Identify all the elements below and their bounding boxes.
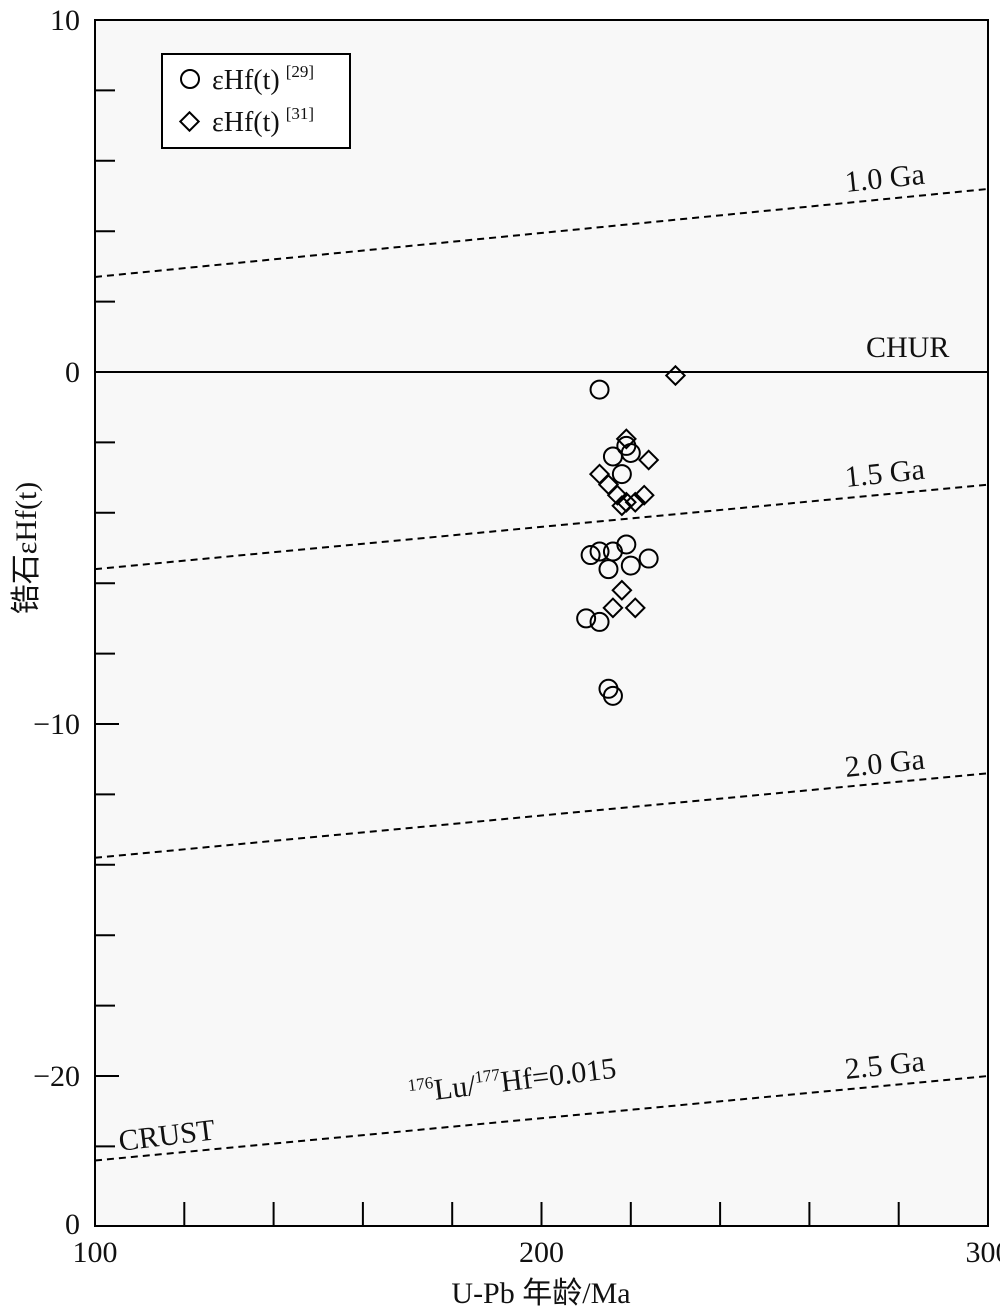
x-tick-label: 200 <box>519 1236 564 1269</box>
data-point-diamond <box>638 449 660 471</box>
reference-line-1-0-ga <box>94 187 989 278</box>
y-tick-label: −10 <box>33 708 80 741</box>
data-point-circle <box>589 611 610 632</box>
data-point-circle <box>589 379 610 400</box>
data-point-circle <box>598 559 619 580</box>
legend-label-29: εHf(t) [29] <box>212 62 314 96</box>
axis-ticks <box>95 89 900 1226</box>
data-point-circle <box>638 548 659 569</box>
x-axis-title: U-Pb 年龄/Ma <box>451 1277 630 1310</box>
data-point-diamond <box>615 428 637 450</box>
data-point-circle <box>589 541 610 562</box>
data-markers <box>576 364 687 706</box>
tick-labels: 100200300100−10−200 <box>33 4 1000 1269</box>
y-axis-title: 锆石εHf(t) <box>10 482 43 615</box>
legend-label-29-main: εHf(t) <box>212 65 280 96</box>
y-tick-label: 10 <box>50 4 80 37</box>
data-point-circle <box>580 545 601 566</box>
plot-area <box>94 19 989 1227</box>
data-point-diamond <box>602 597 624 619</box>
label-chur: CHUR <box>866 331 949 364</box>
legend: εHf(t) [29] εHf(t) [31] <box>161 53 351 149</box>
label-ratio: 176Lu/177Hf=0.015 <box>407 1051 618 1110</box>
data-point-circle <box>576 608 597 629</box>
data-point-circle <box>602 685 623 706</box>
ratio-sup-177: 177 <box>473 1065 501 1087</box>
y-tick-label: −20 <box>33 1060 80 1093</box>
data-point-circle <box>616 534 637 555</box>
reference-line-2-0-ga <box>94 772 989 859</box>
x-tick-label: 100 <box>73 1236 118 1269</box>
legend-label-31-main: εHf(t) <box>212 107 280 138</box>
data-point-circle <box>611 464 632 485</box>
data-point-diamond <box>664 364 687 387</box>
legend-circle-marker <box>180 69 200 89</box>
reference-lines <box>94 187 989 1162</box>
reference-line-2-5-ga <box>94 1075 989 1162</box>
legend-label-31: εHf(t) [31] <box>212 104 314 138</box>
data-point-diamond <box>633 484 655 506</box>
data-point-diamond <box>611 495 633 517</box>
ratio-sup-176: 176 <box>407 1073 435 1095</box>
legend-diamond-marker <box>178 110 201 133</box>
reference-line-1-5-ga <box>94 483 989 571</box>
data-point-diamond <box>611 579 633 601</box>
y-tick-label-bottom: 0 <box>65 1208 80 1241</box>
ratio-lu: Lu/ <box>432 1069 478 1107</box>
x-tick-label: 300 <box>966 1236 1000 1269</box>
data-point-diamond <box>624 597 646 619</box>
y-tick-label: 0 <box>65 356 80 389</box>
data-point-circle <box>620 555 641 576</box>
legend-ref-31: [31] <box>286 104 314 123</box>
legend-ref-29: [29] <box>286 62 314 81</box>
data-point-diamond <box>606 484 629 506</box>
